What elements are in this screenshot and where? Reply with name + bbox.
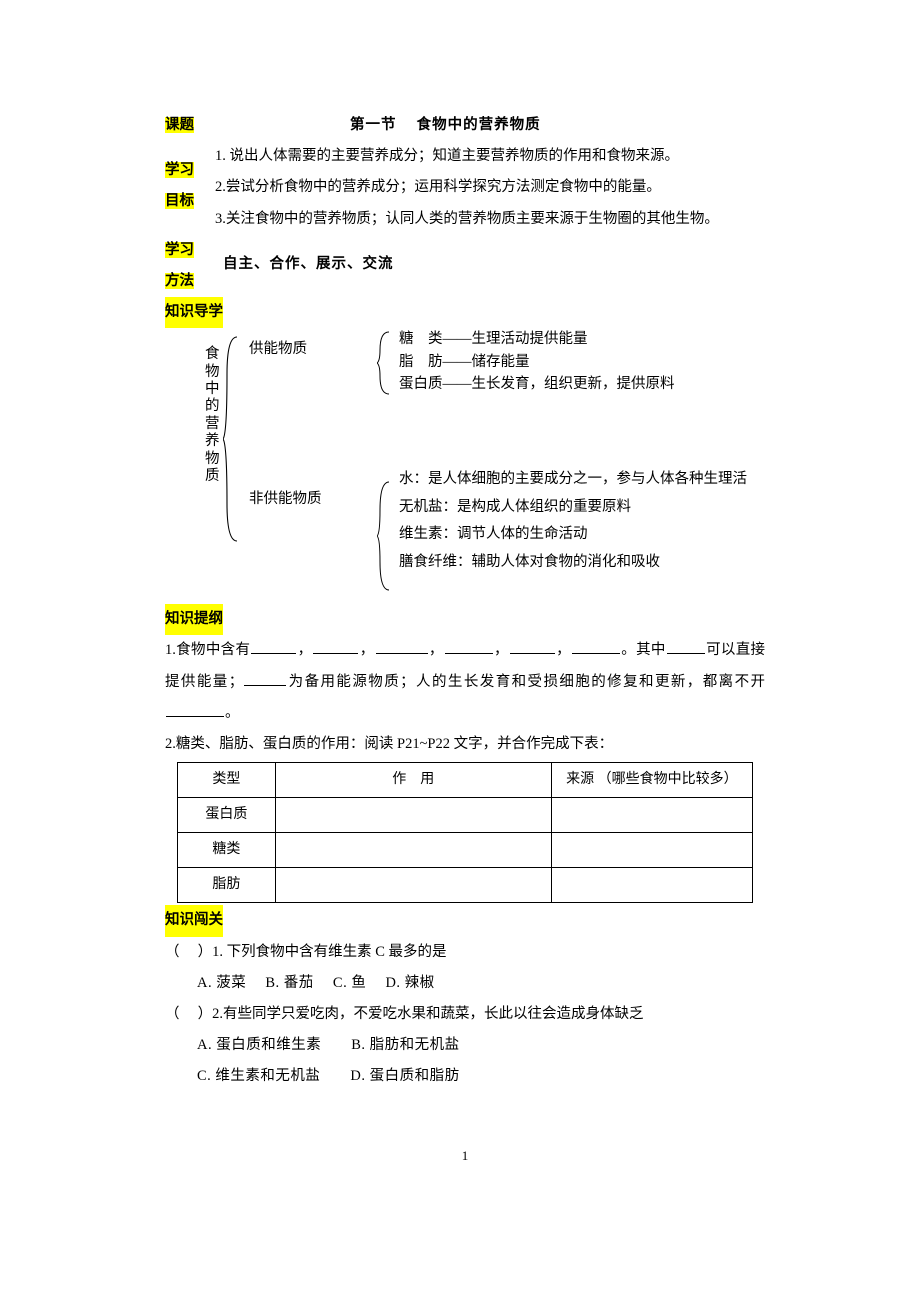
cat1-items: 糖 类——生理活动提供能量 脂 肪——储存能量 蛋白质——生长发育，组织更新，提… xyxy=(399,328,675,395)
text-frag: 为备用能源物质；人的生长发育和受损细胞的修复和更新，都离不开 xyxy=(287,674,765,690)
goal-item: 3.关注食物中的营养物质；认同人类的营养物质主要来源于生物圈的其他生物。 xyxy=(215,204,765,235)
cell-blank[interactable] xyxy=(275,868,551,903)
cell-type: 脂肪 xyxy=(178,868,276,903)
document-page: 课题 第一节 食物中的营养物质 学习 目标 1. 说出人体需要的主要营养成分；知… xyxy=(0,0,920,1230)
tree-leaf: 无机盐：是构成人体组织的重要原料 xyxy=(399,494,747,522)
tree-cat2: 非供能物质 水：是人体细胞的主要成分之一，参与人体各种生理活 无机盐：是构成人体… xyxy=(249,484,331,515)
blank-field[interactable] xyxy=(251,637,296,654)
blank-field[interactable] xyxy=(376,637,428,654)
guide-row: 知识导学 食物中的营养物质 供能物质 糖 类——生理活动提供能量 脂 肪——储存… xyxy=(165,297,765,604)
tree-leaf: 脂 肪——储存能量 xyxy=(399,351,675,373)
tree-leaf: 糖 类——生理活动提供能量 xyxy=(399,328,675,350)
quiz-q2-optsA: A. 蛋白质和维生素 B. 脂肪和无机盐 xyxy=(197,1030,765,1061)
goal-item: 1. 说出人体需要的主要营养成分；知道主要营养物质的作用和食物来源。 xyxy=(215,141,765,172)
nutrient-table: 类型 作 用 来源 （哪些食物中比较多） 蛋白质 糖类 脂肪 xyxy=(177,762,753,903)
blank-field[interactable] xyxy=(572,637,620,654)
goals-label-1: 学习 xyxy=(165,162,194,178)
table-row: 类型 作 用 来源 （哪些食物中比较多） xyxy=(178,763,753,798)
goals-label: 学习 目标 xyxy=(165,141,215,217)
cat1-label: 供能物质 xyxy=(249,334,331,365)
tree-root-label: 食物中的营养物质 xyxy=(205,346,221,485)
brace-icon xyxy=(377,480,393,592)
cell-type: 糖类 xyxy=(178,833,276,868)
text-frag: 。其中 xyxy=(621,642,666,658)
methods-label-2: 方法 xyxy=(165,273,194,289)
col-header: 类型 xyxy=(178,763,276,798)
lesson-title: 第一节 食物中的营养物质 xyxy=(350,117,541,133)
col-header: 来源 （哪些食物中比较多） xyxy=(551,763,752,798)
blank-field[interactable] xyxy=(244,669,286,686)
methods-row: 学习 方法 自主、合作、展示、交流 xyxy=(165,235,765,297)
tree-leaf: 蛋白质——生长发育，组织更新，提供原料 xyxy=(399,373,675,395)
quiz-q2-optsB: C. 维生素和无机盐 D. 蛋白质和脂肪 xyxy=(197,1061,765,1092)
blank-field[interactable] xyxy=(313,637,358,654)
methods-label: 学习 方法 xyxy=(165,235,215,297)
blank-field[interactable] xyxy=(445,637,493,654)
tree-leaf: 膳食纤维：辅助人体对食物的消化和吸收 xyxy=(399,549,747,577)
cell-blank[interactable] xyxy=(275,798,551,833)
methods-text: 自主、合作、展示、交流 xyxy=(223,256,394,272)
cat2-items: 水：是人体细胞的主要成分之一，参与人体各种生理活 无机盐：是构成人体组织的重要原… xyxy=(399,466,747,576)
outline-section: 知识提纲 1.食物中含有，，，，，。其中可以直接提供能量；为备用能源物质；人的生… xyxy=(165,604,765,903)
cat2-label: 非供能物质 xyxy=(249,484,331,515)
topic-label: 课题 xyxy=(165,110,215,141)
page-number: 1 xyxy=(165,1142,765,1170)
topic-row: 课题 第一节 食物中的营养物质 xyxy=(165,110,765,141)
goal-item: 2.尝试分析食物中的营养成分；运用科学探究方法测定食物中的能量。 xyxy=(215,172,765,203)
blank-field[interactable] xyxy=(667,637,705,654)
cell-blank[interactable] xyxy=(551,833,752,868)
tree-leaf: 维生素：调节人体的生命活动 xyxy=(399,521,747,549)
topic-content: 第一节 食物中的营养物质 xyxy=(215,110,765,141)
goals-row: 学习 目标 1. 说出人体需要的主要营养成分；知道主要营养物质的作用和食物来源。… xyxy=(165,141,765,235)
tree-leaf: 水：是人体细胞的主要成分之一，参与人体各种生理活 xyxy=(399,466,747,494)
blank-field[interactable] xyxy=(166,700,224,717)
col-header: 作 用 xyxy=(275,763,551,798)
text-frag: 1.食物中含有 xyxy=(165,642,250,658)
cell-blank[interactable] xyxy=(551,798,752,833)
quiz-q1: （ ）1. 下列食物中含有维生素 C 最多的是 xyxy=(165,937,765,968)
table-row: 脂肪 xyxy=(178,868,753,903)
brace-icon xyxy=(377,330,393,396)
goals-label-2: 目标 xyxy=(165,193,194,209)
quiz-label: 知识闯关 xyxy=(165,905,223,936)
outline-label: 知识提纲 xyxy=(165,604,223,635)
tree-cat1: 供能物质 糖 类——生理活动提供能量 脂 肪——储存能量 蛋白质——生长发育，组… xyxy=(249,334,331,365)
cell-blank[interactable] xyxy=(551,868,752,903)
quiz-q1-opts: A. 菠菜 B. 番茄 C. 鱼 D. 辣椒 xyxy=(197,968,765,999)
methods-label-1: 学习 xyxy=(165,242,194,258)
table-row: 糖类 xyxy=(178,833,753,868)
methods-content: 自主、合作、展示、交流 xyxy=(215,235,765,280)
concept-tree: 食物中的营养物质 供能物质 糖 类——生理活动提供能量 脂 肪——储存能量 蛋白… xyxy=(205,324,765,604)
cell-blank[interactable] xyxy=(275,833,551,868)
table-row: 蛋白质 xyxy=(178,798,753,833)
text-frag: 。 xyxy=(225,705,240,721)
outline-p1: 1.食物中含有，，，，，。其中可以直接提供能量；为备用能源物质；人的生长发育和受… xyxy=(165,635,765,729)
outline-p2: 2.糖类、脂肪、蛋白质的作用：阅读 P21~P22 文字，并合作完成下表： xyxy=(165,729,765,760)
brace-icon xyxy=(223,334,241,544)
quiz-q2: （ ）2.有些同学只爱吃肉，不爱吃水果和蔬菜，长此以往会造成身体缺乏 xyxy=(165,999,765,1030)
quiz-section: 知识闯关 （ ）1. 下列食物中含有维生素 C 最多的是 A. 菠菜 B. 番茄… xyxy=(165,905,765,1092)
blank-field[interactable] xyxy=(510,637,555,654)
goals-content: 1. 说出人体需要的主要营养成分；知道主要营养物质的作用和食物来源。 2.尝试分… xyxy=(215,141,765,235)
cell-type: 蛋白质 xyxy=(178,798,276,833)
